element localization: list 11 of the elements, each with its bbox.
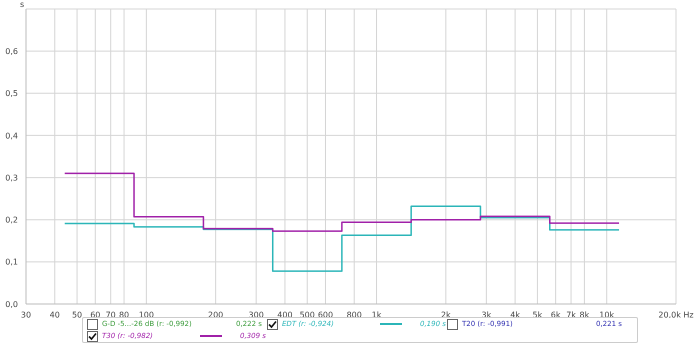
y-tick-label: 0,5 (5, 89, 18, 98)
x-tick-label: 40 (50, 310, 60, 320)
y-tick-label: 0,3 (5, 173, 18, 182)
x-tick-label: 50 (72, 310, 82, 320)
y-tick-label: 0,1 (5, 258, 18, 267)
y-tick-label: 0,0 (5, 300, 18, 309)
y-tick-label: 0,4 (5, 131, 18, 140)
x-tick-label: 30 (20, 310, 32, 320)
y-axis-title: s (20, 0, 24, 9)
y-tick-label: 0,2 (5, 216, 18, 225)
y-tick-label: 0,6 (5, 46, 18, 56)
